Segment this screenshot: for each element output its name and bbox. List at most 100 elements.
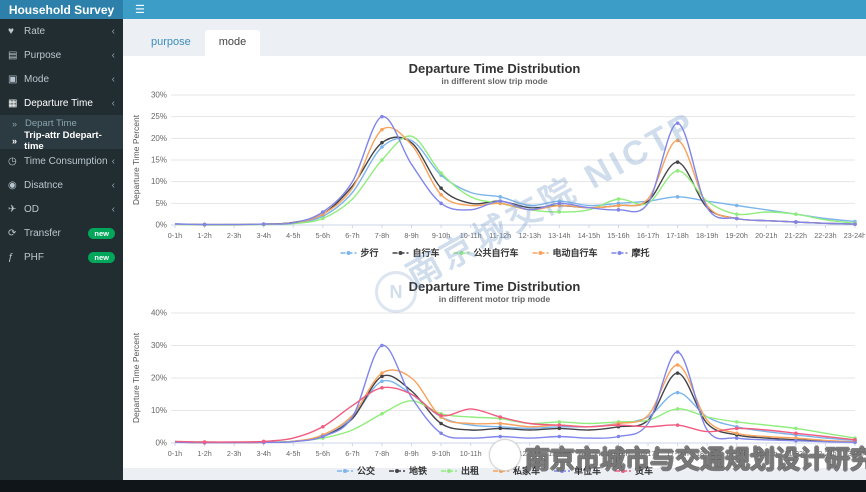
series-line-电动自行车 [174, 126, 855, 226]
series-marker-电动自行车 [379, 127, 384, 132]
tab-mode[interactable]: mode [204, 30, 261, 56]
series-marker-私家车 [675, 363, 679, 367]
legend-label: 私家车 [512, 465, 540, 476]
chart-title: Departure Time Distribution [408, 61, 581, 76]
sidebar-item-transfer[interactable]: ⟳ Transfer new [0, 221, 123, 245]
legend-item-货车[interactable]: 货车 [614, 465, 653, 476]
y-axis-label: Departure Time Percent [131, 332, 141, 423]
x-tick-label: 21-22h [784, 231, 806, 240]
legend-label: 公共自行车 [473, 247, 518, 258]
series-marker-摩托 [497, 199, 502, 203]
legend-item-步行[interactable]: 步行 [340, 247, 378, 258]
y-tick-label: 5% [155, 199, 167, 208]
x-tick-label: 21-22h [784, 449, 806, 458]
sidebar: ♥ Rate ‹ ▤ Purpose ‹ ▣ Mode ‹ ▦ Departure Time ‹ » De… [0, 19, 123, 480]
x-tick-label: 11-12h [489, 449, 511, 458]
sidebar-item-od[interactable]: ✈ OD ‹ [0, 197, 123, 221]
legend-item-公交[interactable]: 公交 [336, 465, 375, 476]
legend-label: 货车 [635, 465, 653, 476]
sidebar-subitem-trip-attr-ddepart-time[interactable]: » Trip-attr Ddepart-time [0, 129, 123, 152]
series-line-公交 [174, 379, 855, 444]
x-tick-label: 23-24h [843, 231, 864, 240]
legend-marker-icon [446, 469, 451, 473]
sidebar-subitem-label: Depart Time [25, 118, 77, 129]
series-marker-摩托 [202, 222, 206, 227]
x-tick-label: 10-11h [459, 231, 481, 240]
sidebar-item-purpose[interactable]: ▤ Purpose ‹ [0, 43, 123, 67]
x-tick-label: 13-14h [548, 449, 570, 458]
sidebar-item-phf[interactable]: ƒ PHF new [0, 245, 123, 269]
sidebar-subitem-label: Trip-attr Ddepart-time [24, 129, 102, 152]
x-tick-label: 8-9h [404, 449, 418, 458]
series-marker-公交 [675, 390, 679, 395]
angle-double-right-icon: » [12, 118, 18, 129]
briefcase-icon: ▤ [8, 49, 18, 61]
chart-motor-trip-mode: Departure Time Distribution in different … [125, 276, 866, 492]
series-marker-货车 [497, 415, 502, 419]
sidebar-item-departure-time[interactable]: ▦ Departure Time ‹ [0, 91, 123, 115]
legend-marker-icon [559, 469, 564, 473]
sidebar-item-rate[interactable]: ♥ Rate ‹ [0, 19, 123, 43]
y-tick-label: 30% [150, 341, 166, 350]
y-tick-label: 15% [150, 156, 166, 165]
sidebar-toggle-icon[interactable]: ☰ [135, 4, 145, 16]
tab-bar: purpose mode [123, 19, 866, 56]
x-tick-label: 14-15h [577, 231, 599, 240]
legend-item-私家车[interactable]: 私家车 [492, 465, 540, 476]
legend-item-自行车[interactable]: 自行车 [392, 247, 439, 258]
series-marker-摩托 [379, 114, 384, 119]
series-line-地铁 [174, 372, 855, 444]
series-marker-步行 [379, 145, 384, 149]
series-marker-货车 [616, 423, 620, 427]
series-marker-货车 [438, 413, 443, 418]
series-marker-自行车 [379, 140, 384, 145]
series-marker-摩托 [261, 222, 265, 226]
x-tick-label: 14-15h [577, 449, 599, 458]
x-tick-label: 23-24h [843, 449, 864, 458]
series-marker-出租 [379, 411, 384, 416]
x-tick-label: 17-18h [666, 449, 688, 458]
chart-subtitle: in different slow trip mode [441, 76, 548, 86]
sidebar-item-mode[interactable]: ▣ Mode ‹ [0, 67, 123, 91]
legend-item-摩托[interactable]: 摩托 [611, 247, 649, 258]
x-tick-label: 20-21h [755, 449, 777, 458]
series-line-货车 [174, 386, 855, 443]
legend-marker-icon [342, 469, 347, 473]
legend-item-公共自行车[interactable]: 公共自行车 [453, 247, 518, 258]
tab-purpose[interactable]: purpose [151, 36, 191, 48]
series-marker-摩托 [616, 208, 620, 212]
series-marker-地铁 [379, 374, 384, 379]
sidebar-item-time-consumption[interactable]: ◷ Time Consumption ‹ [0, 149, 123, 173]
series-marker-公共自行车 [616, 197, 620, 201]
chart-slow-trip-mode: Departure Time Distribution in different … [125, 58, 866, 276]
sidebar-item-disatnce[interactable]: ◉ Disatnce ‹ [0, 173, 123, 197]
x-tick-label: 9-10h [431, 231, 449, 240]
legend-item-出租[interactable]: 出租 [440, 465, 479, 476]
y-tick-label: 0% [155, 439, 167, 448]
series-marker-电动自行车 [616, 203, 620, 208]
x-tick-label: 5-6h [315, 231, 329, 240]
series-line-自行车 [174, 136, 855, 226]
clock-icon: ◷ [8, 155, 17, 167]
legend-marker-icon [394, 469, 399, 473]
legend-item-电动自行车[interactable]: 电动自行车 [532, 247, 597, 258]
series-marker-货车 [202, 440, 206, 444]
main-content: purpose mode Departure Time Distribution… [123, 19, 866, 480]
sidebar-item-label: Departure Time [24, 97, 93, 109]
y-tick-label: 10% [150, 406, 166, 415]
series-marker-单位车 [852, 440, 857, 445]
sidebar-subitem-depart-time[interactable]: » Depart Time [0, 115, 123, 132]
x-tick-label: 7-8h [374, 231, 388, 240]
series-marker-出租 [793, 426, 798, 431]
x-tick-label: 12-13h [518, 449, 540, 458]
sidebar-item-label: PHF [24, 251, 44, 263]
legend-marker-icon [538, 251, 542, 255]
x-tick-label: 19-20h [725, 449, 747, 458]
legend-item-单位车[interactable]: 单位车 [553, 465, 601, 476]
series-marker-地铁 [557, 426, 561, 431]
x-tick-label: 12-13h [518, 231, 540, 240]
map-marker-icon: ◉ [8, 179, 17, 191]
series-marker-地铁 [497, 426, 502, 431]
series-marker-公共自行车 [793, 212, 798, 216]
legend-item-地铁[interactable]: 地铁 [388, 465, 427, 476]
